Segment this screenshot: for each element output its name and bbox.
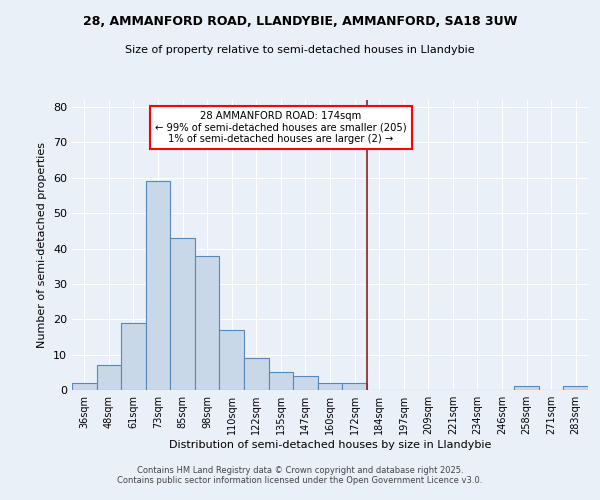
Bar bbox=[170, 238, 195, 390]
Bar bbox=[293, 376, 318, 390]
Bar bbox=[269, 372, 293, 390]
Bar bbox=[514, 386, 539, 390]
Y-axis label: Number of semi-detached properties: Number of semi-detached properties bbox=[37, 142, 47, 348]
Bar bbox=[195, 256, 220, 390]
Bar bbox=[97, 365, 121, 390]
Text: 28, AMMANFORD ROAD, LLANDYBIE, AMMANFORD, SA18 3UW: 28, AMMANFORD ROAD, LLANDYBIE, AMMANFORD… bbox=[83, 15, 517, 28]
Bar bbox=[563, 386, 588, 390]
Bar bbox=[146, 182, 170, 390]
Bar bbox=[72, 383, 97, 390]
X-axis label: Distribution of semi-detached houses by size in Llandybie: Distribution of semi-detached houses by … bbox=[169, 440, 491, 450]
Text: Contains HM Land Registry data © Crown copyright and database right 2025.
Contai: Contains HM Land Registry data © Crown c… bbox=[118, 466, 482, 485]
Text: 28 AMMANFORD ROAD: 174sqm
← 99% of semi-detached houses are smaller (205)
1% of : 28 AMMANFORD ROAD: 174sqm ← 99% of semi-… bbox=[155, 110, 407, 144]
Bar bbox=[244, 358, 269, 390]
Bar bbox=[121, 323, 146, 390]
Bar bbox=[318, 383, 342, 390]
Bar bbox=[220, 330, 244, 390]
Text: Size of property relative to semi-detached houses in Llandybie: Size of property relative to semi-detach… bbox=[125, 45, 475, 55]
Bar bbox=[342, 383, 367, 390]
